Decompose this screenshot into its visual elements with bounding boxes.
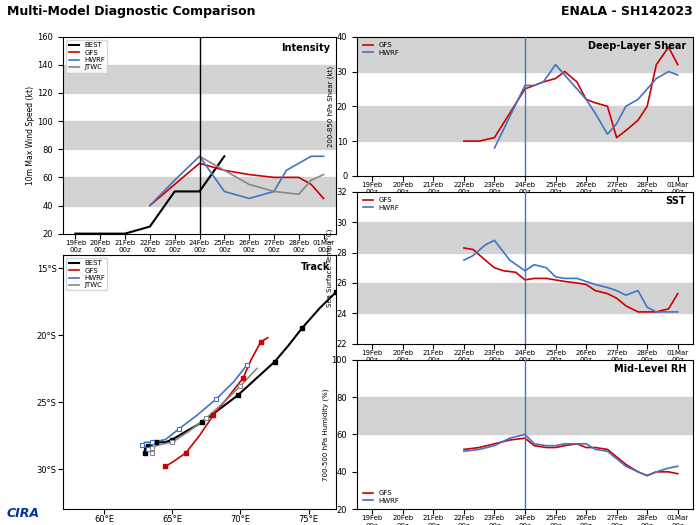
Bar xyxy=(357,397,693,434)
Bar xyxy=(63,65,336,93)
Text: CIRA: CIRA xyxy=(7,507,40,520)
Bar xyxy=(357,283,693,313)
Text: Mid-Level RH: Mid-Level RH xyxy=(614,364,686,374)
Legend: GFS, HWRF: GFS, HWRF xyxy=(360,488,402,506)
Y-axis label: 10m Max Wind Speed (kt): 10m Max Wind Speed (kt) xyxy=(26,86,34,185)
Text: Deep-Layer Shear: Deep-Layer Shear xyxy=(588,41,686,51)
Bar xyxy=(63,121,336,149)
Text: SST: SST xyxy=(666,196,686,206)
Text: ENALA - SH142023: ENALA - SH142023 xyxy=(561,5,693,18)
Text: Track: Track xyxy=(301,262,330,272)
Legend: BEST, GFS, HWRF, JTWC: BEST, GFS, HWRF, JTWC xyxy=(66,258,108,290)
Legend: BEST, GFS, HWRF, JTWC: BEST, GFS, HWRF, JTWC xyxy=(66,40,108,72)
Bar xyxy=(357,106,693,141)
Bar xyxy=(63,177,336,205)
Y-axis label: 700-500 hPa Humidity (%): 700-500 hPa Humidity (%) xyxy=(322,388,329,481)
Y-axis label: Sea Surface Temp (°C): Sea Surface Temp (°C) xyxy=(327,228,334,307)
Text: Intensity: Intensity xyxy=(281,43,330,52)
Bar xyxy=(357,222,693,253)
Y-axis label: 200-850 hPa Shear (kt): 200-850 hPa Shear (kt) xyxy=(328,66,334,147)
Text: Multi-Model Diagnostic Comparison: Multi-Model Diagnostic Comparison xyxy=(7,5,256,18)
Legend: GFS, HWRF: GFS, HWRF xyxy=(360,195,402,213)
Bar xyxy=(357,37,693,71)
Legend: GFS, HWRF: GFS, HWRF xyxy=(360,40,402,58)
